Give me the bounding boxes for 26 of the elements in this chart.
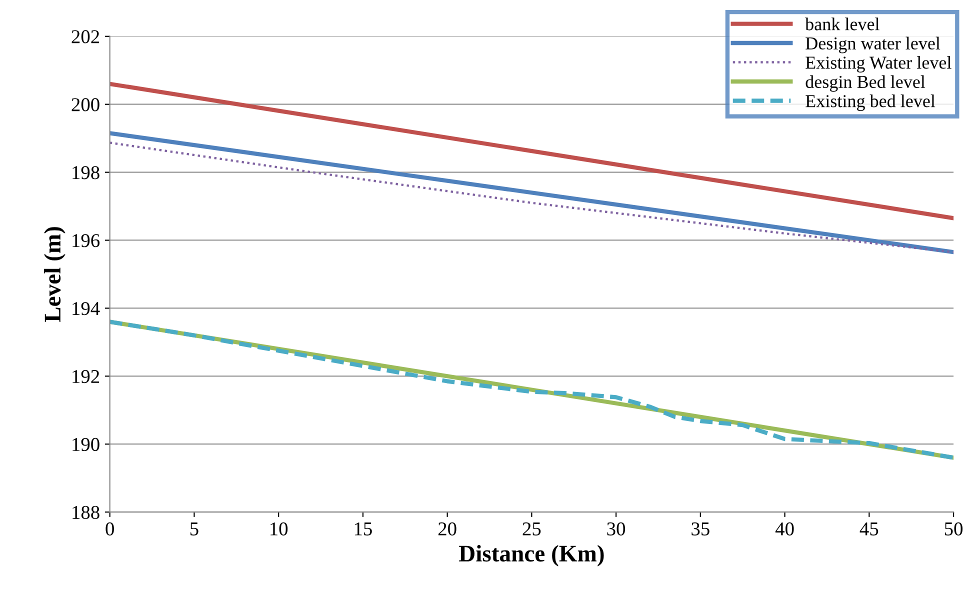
y-tick-label: 200 (72, 98, 100, 112)
y-tick-label: 192 (72, 370, 100, 384)
y-tick-label: 196 (72, 234, 100, 248)
x-tick-label: 15 (354, 522, 372, 536)
x-tick-label: 40 (775, 522, 794, 536)
x-tick-label: 25 (522, 522, 541, 536)
y-axis-title: Level (m) (44, 227, 66, 322)
x-tick-label: 45 (860, 522, 878, 536)
x-tick-label: 50 (944, 522, 963, 536)
x-axis-title: Distance (Km) (458, 544, 604, 566)
x-tick-label: 0 (106, 522, 114, 536)
legend-label: Existing Water level (806, 56, 952, 72)
legend-label: Existing bed level (806, 94, 936, 111)
x-tick-label: 35 (692, 522, 710, 536)
y-tick-label: 202 (72, 30, 100, 44)
x-tick-label: 20 (438, 522, 456, 536)
x-tick-label: 5 (190, 522, 198, 536)
x-tick-label: 30 (607, 522, 626, 536)
y-tick-label: 188 (72, 506, 100, 520)
legend-label: Design water level (806, 36, 940, 54)
legend-label: desgin Bed level (806, 75, 926, 92)
y-tick-label: 194 (72, 302, 100, 316)
legend-label: bank level (805, 18, 880, 30)
y-tick-label: 198 (72, 166, 100, 180)
x-tick-label: 10 (270, 522, 288, 536)
y-tick-label: 190 (72, 438, 100, 452)
